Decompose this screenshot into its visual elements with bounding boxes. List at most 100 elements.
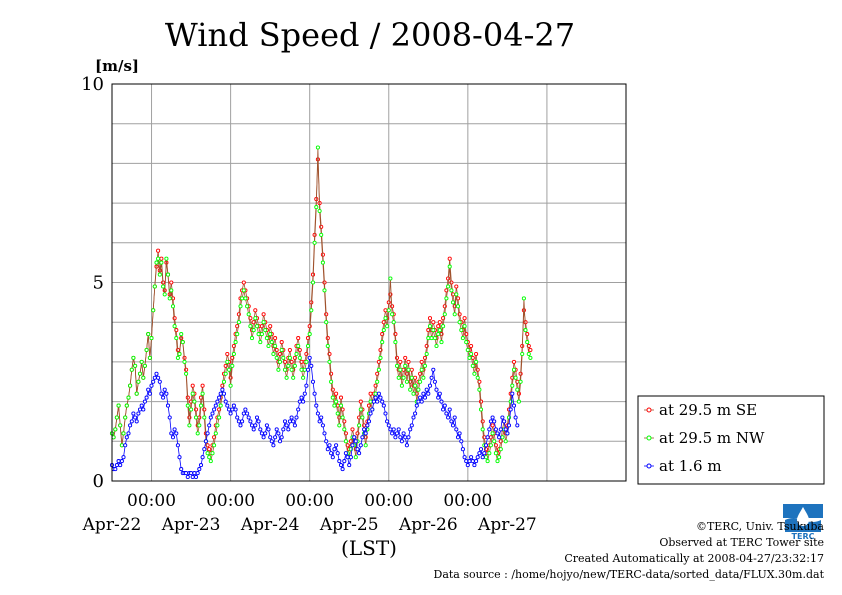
data-point [167,415,172,420]
data-point [263,431,268,436]
data-point [233,340,238,345]
data-point [157,272,162,277]
data-point [137,371,143,376]
data-point [340,467,345,472]
data-point [373,395,378,400]
data-point [477,387,482,392]
data-point [185,474,190,480]
data-point [172,324,177,329]
y-axis-label: [m/s] [95,57,139,75]
data-point [485,435,490,440]
data-point [478,407,484,412]
data-point [276,431,281,436]
data-point [179,467,184,472]
data-point [413,411,418,416]
data-point [409,367,414,372]
data-point [277,439,283,444]
data-point [403,355,408,360]
data-point [381,328,386,333]
logo-text: TERC [792,532,815,540]
data-point [513,415,518,420]
data-point [169,431,174,436]
data-point [393,340,398,345]
data-point [401,431,406,436]
data-point [350,443,355,448]
data-point [383,316,388,321]
data-point [139,359,144,364]
data-point [334,391,339,396]
data-point [342,427,347,432]
data-point [337,459,342,464]
data-point [469,455,474,460]
data-point [409,375,414,380]
data-point [424,387,429,392]
data-point [146,387,151,392]
data-point [302,391,307,396]
data-point [495,459,500,464]
data-point [470,459,475,464]
data-point [375,379,380,384]
data-point [322,431,327,436]
date-label: Apr-22 [82,515,142,535]
data-point [251,427,256,432]
data-point [515,423,520,428]
data-point [207,447,212,452]
data-point [325,343,330,349]
data-point [169,280,174,285]
data-point [334,399,339,404]
data-point [363,431,368,436]
data-point [450,423,456,428]
data-point [343,451,348,456]
data-point [317,419,322,424]
data-point [258,427,263,432]
y-tick-label: 10 [81,74,104,95]
data-point [320,252,325,257]
data-point [190,383,195,388]
data-point [156,256,161,261]
data-point [136,411,141,416]
data-point [338,395,344,400]
data-point [305,367,311,372]
data-point [231,403,236,408]
data-point [147,391,152,396]
data-point [210,451,215,456]
data-point [118,463,123,468]
data-point [469,343,474,349]
data-point [274,355,279,360]
data-point [119,459,124,464]
data-point [483,455,489,460]
data-point [368,411,373,416]
data-point [449,419,454,424]
data-point [452,312,457,317]
data-point [238,423,243,428]
data-point [243,296,248,301]
data-point [230,407,235,412]
data-point [490,415,495,420]
observed-text: Observed at TERC Tower site [659,536,824,549]
data-point [202,447,207,452]
data-point [133,363,138,368]
data-point [264,336,269,341]
data-point [421,391,426,396]
data-point [478,447,484,452]
data-point [320,423,325,428]
data-point [518,379,523,384]
data-point [378,395,383,400]
data-point [128,383,133,388]
data-point [353,455,358,460]
data-point [394,363,400,368]
data-point [212,443,217,448]
data-point [258,340,263,345]
data-point [432,379,437,384]
data-point [381,403,386,408]
data-point [340,415,345,420]
data-point [154,371,159,376]
data-point [177,455,182,460]
data-point [164,256,169,261]
data-point [123,443,128,448]
data-point [200,455,205,460]
data-point [314,403,319,408]
data-point [159,391,164,396]
data-point [482,451,487,456]
